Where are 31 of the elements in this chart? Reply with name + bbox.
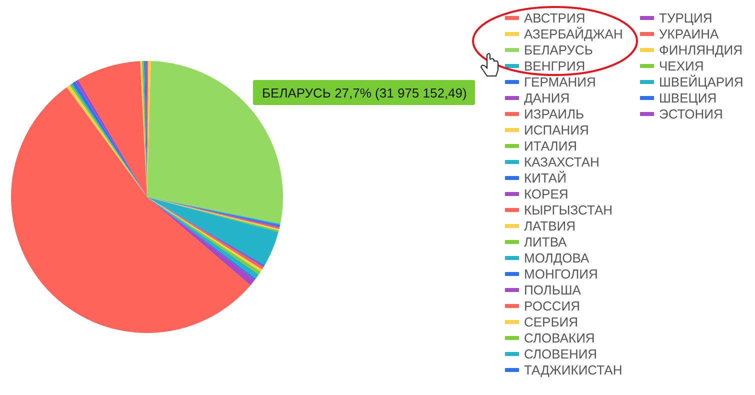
legend-label: МОЛДОВА bbox=[524, 250, 590, 266]
text: БЕЛАРУСЬ 27,7% (31 975 152,49) bbox=[262, 86, 467, 101]
legend-label: КЫРГЫЗСТАН bbox=[524, 202, 613, 218]
legend-label: БЕЛАРУСЬ bbox=[524, 42, 593, 58]
legend-label: ИТАЛИЯ bbox=[524, 138, 578, 154]
legend-label: КОРЕЯ bbox=[524, 186, 568, 202]
legend-label: УКРАИНА bbox=[659, 26, 720, 42]
legend-label: АЗЕРБАЙДЖАН bbox=[524, 26, 623, 42]
legend-label: ШВЕЙЦАРИЯ bbox=[659, 74, 744, 90]
legend-label: ПОЛЬША bbox=[524, 282, 582, 298]
legend-label: КИТАЙ bbox=[524, 170, 566, 186]
legend-label: ЛАТВИЯ bbox=[524, 218, 576, 234]
legend-label: КАЗАХСТАН bbox=[524, 154, 600, 170]
legend-label: МОНГОЛИЯ bbox=[524, 266, 598, 282]
legend-label: ИЗРАИЛЬ bbox=[524, 106, 584, 122]
legend-label: ДАНИЯ bbox=[524, 90, 570, 106]
legend-label: ЭСТОНИЯ bbox=[659, 106, 723, 122]
legend-label: СЛОВЕНИЯ bbox=[524, 346, 598, 362]
legend-label: ЛИТВА bbox=[524, 234, 568, 250]
legend-label: ВЕНГРИЯ bbox=[524, 58, 586, 74]
legend-label: ИСПАНИЯ bbox=[524, 122, 589, 138]
legend-label: ФИНЛЯНДИЯ bbox=[659, 42, 742, 58]
legend-label: ГЕРМАНИЯ bbox=[524, 74, 596, 90]
legend-label: ШВЕЦИЯ bbox=[659, 90, 717, 106]
legend-label: АВСТРИЯ bbox=[524, 10, 586, 26]
legend-label: ТАДЖИКИСТАН bbox=[524, 362, 622, 378]
legend-label: ЧЕХИЯ bbox=[659, 58, 704, 74]
legend-label: ТУРЦИЯ bbox=[659, 10, 712, 26]
legend-label: СЕРБИЯ bbox=[524, 314, 578, 330]
legend-label: СЛОВАКИЯ bbox=[524, 330, 595, 346]
legend-label: РОССИЯ bbox=[524, 298, 580, 314]
